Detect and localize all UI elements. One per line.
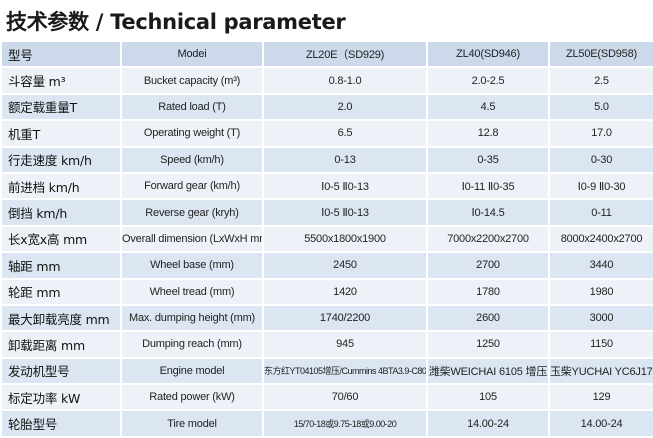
cell: 1780: [426, 277, 550, 306]
row-label: 行走速度 km/h: [0, 145, 122, 174]
row-label: 斗容量 m³: [0, 66, 122, 95]
cell: Reverse gear (kryh): [120, 198, 264, 227]
cell: Ⅰ0-9 Ⅱ0-30: [548, 171, 653, 201]
cell: 6.5: [262, 119, 428, 148]
table-row: 额定载重量T Rated load (T) 2.0 4.5 5.0: [0, 92, 653, 122]
row-label: 长x宽x高 mm: [0, 224, 122, 254]
cell: 0-30: [548, 145, 653, 174]
cell: 17.0: [548, 119, 653, 148]
spec-table: 型号 Modei ZL20E（SD929) ZL40(SD946) ZL50E(SD95…: [0, 39, 653, 438]
table-row: 轴距 mm Wheel base (mm) 2450 2700 3440: [0, 251, 653, 280]
cell: Tire model: [120, 409, 264, 438]
cell: 2600: [426, 303, 550, 333]
cell: 东方红YT04105增压/Cummins 4BTA3.9-C80: [262, 356, 428, 386]
cell: 玉柴YUCHAI YC6J175-T302: [548, 356, 653, 386]
row-label: 轮距 mm: [0, 277, 122, 306]
table-row: 发动机型号 Engine model 东方红YT04105增压/Cummins 4B…: [0, 356, 653, 386]
cell: 0.8-1.0: [262, 66, 428, 95]
cell: Rated power (kW): [120, 383, 264, 412]
table-row: 轮胎型号 Tire model 15/70-18或9.75-18或9.00-20 14…: [0, 409, 653, 438]
table-row: 前进档 km/h Forward gear (km/h) Ⅰ0-5 Ⅱ0-13 Ⅰ0-…: [0, 171, 653, 201]
row-label: 型号: [0, 39, 122, 69]
cell: Operating weight (T): [120, 119, 264, 148]
cell: 129: [548, 383, 653, 412]
cell: ZL20E（SD929): [262, 39, 428, 69]
cell: 1980: [548, 277, 653, 306]
cell: 945: [262, 330, 428, 359]
cell: 4.5: [426, 92, 550, 122]
cell: 14.00-24: [426, 409, 550, 438]
cell: Rated load (T): [120, 92, 264, 122]
cell: 105: [426, 383, 550, 412]
cell: Dumping reach (mm): [120, 330, 264, 359]
cell: Max. dumping height (mm): [120, 303, 264, 333]
table-row: 卸载距离 mm Dumping reach (mm) 945 1250 1150: [0, 330, 653, 359]
cell: Modei: [120, 39, 264, 69]
cell: 5.0: [548, 92, 653, 122]
cell: 70/60: [262, 383, 428, 412]
cell: 3440: [548, 251, 653, 280]
cell: 15/70-18或9.75-18或9.00-20: [262, 409, 428, 438]
cell: 12.8: [426, 119, 550, 148]
cell: ZL50E(SD958): [548, 39, 653, 69]
cell: 8000x2400x2700: [548, 224, 653, 254]
cell: Wheel base (mm): [120, 251, 264, 280]
cell: 0-35: [426, 145, 550, 174]
cell: Forward gear (km/h): [120, 171, 264, 201]
row-label: 卸载距离 mm: [0, 330, 122, 359]
row-label: 最大卸载亮度 mm: [0, 303, 122, 333]
row-label: 标定功率 kW: [0, 383, 122, 412]
cell: 2450: [262, 251, 428, 280]
table-row: 标定功率 kW Rated power (kW) 70/60 105 129: [0, 383, 653, 412]
cell: Ⅰ0-5 Ⅱ0-13: [262, 171, 428, 201]
cell: Overall dimension (LxWxH mm): [120, 224, 264, 254]
cell: Engine model: [120, 356, 264, 386]
table-row: 行走速度 km/h Speed (km/h) 0-13 0-35 0-30: [0, 145, 653, 174]
row-label: 轴距 mm: [0, 251, 122, 280]
header-row: 型号 Modei ZL20E（SD929) ZL40(SD946) ZL50E(SD95…: [0, 39, 653, 69]
cell: 2.0-2.5: [426, 66, 550, 95]
row-label: 前进档 km/h: [0, 171, 122, 201]
cell: 2.5: [548, 66, 653, 95]
table-row: 最大卸载亮度 mm Max. dumping height (mm) 1740/22…: [0, 303, 653, 333]
table-row: 轮距 mm Wheel tread (mm) 1420 1780 1980: [0, 277, 653, 306]
cell: 0-11: [548, 198, 653, 227]
cell: 7000x2200x2700: [426, 224, 550, 254]
cell: 5500x1800x1900: [262, 224, 428, 254]
cell: 1740/2200: [262, 303, 428, 333]
cell: 1420: [262, 277, 428, 306]
row-label: 额定载重量T: [0, 92, 122, 122]
row-label: 轮胎型号: [0, 409, 122, 438]
cell: Speed (km/h): [120, 145, 264, 174]
cell: 潍柴WEICHAI 6105 增压: [426, 356, 550, 386]
cell: 1250: [426, 330, 550, 359]
table-row: 机重T Operating weight (T) 6.5 12.8 17.0: [0, 119, 653, 148]
cell: Ⅰ0-14.5: [426, 198, 550, 227]
cell: Ⅰ0-11 Ⅱ0-35: [426, 171, 550, 201]
cell: 3000: [548, 303, 653, 333]
cell: Ⅰ0-5 Ⅱ0-13: [262, 198, 428, 227]
cell: 1150: [548, 330, 653, 359]
row-label: 发动机型号: [0, 356, 122, 386]
cell: 2700: [426, 251, 550, 280]
row-label: 机重T: [0, 119, 122, 148]
page-title: 技术参数 / Technical parameter: [6, 10, 346, 34]
cell: Wheel tread (mm): [120, 277, 264, 306]
cell: 0-13: [262, 145, 428, 174]
cell: 2.0: [262, 92, 428, 122]
row-label: 倒挡 km/h: [0, 198, 122, 227]
cell: 14.00-24: [548, 409, 653, 438]
table-row: 倒挡 km/h Reverse gear (kryh) Ⅰ0-5 Ⅱ0-13 Ⅰ0-1…: [0, 198, 653, 227]
cell: Bucket capacity (m³): [120, 66, 264, 95]
table-row: 斗容量 m³ Bucket capacity (m³) 0.8-1.0 2.0-2.5…: [0, 66, 653, 95]
table-body: 型号 Modei ZL20E（SD929) ZL40(SD946) ZL50E(SD95…: [0, 39, 653, 438]
table-row: 长x宽x高 mm Overall dimension (LxWxH mm) 5500…: [0, 224, 653, 254]
cell: ZL40(SD946): [426, 39, 550, 69]
